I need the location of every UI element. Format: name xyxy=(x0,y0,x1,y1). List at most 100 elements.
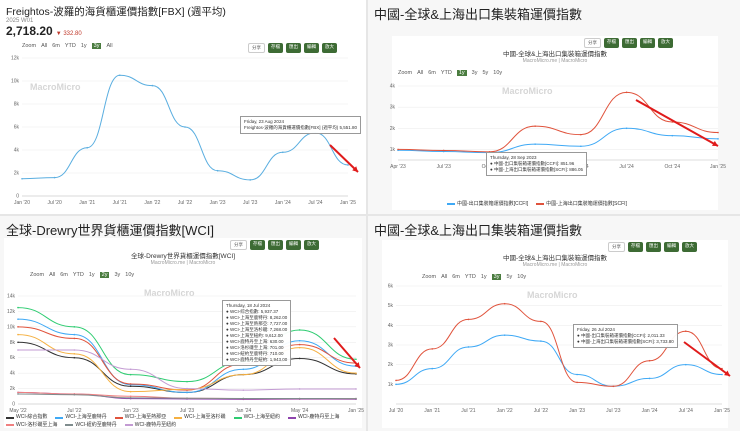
zoom-option[interactable]: 6m xyxy=(452,274,460,280)
legend-item[interactable]: 中國-上海出口集裝箱運價指數[SCFI] xyxy=(536,200,627,207)
legend-swatch xyxy=(233,416,242,419)
x-tick-label: Jul '22 xyxy=(178,200,193,206)
zoom-option[interactable]: 5y xyxy=(482,70,489,76)
data-point xyxy=(17,326,19,328)
value-number: 2,718.20 xyxy=(6,24,53,38)
zoom-option[interactable]: 3y xyxy=(114,272,121,278)
legend-item[interactable]: WCI-上海至熱那亞 xyxy=(114,414,166,421)
data-point xyxy=(73,393,76,396)
share-button[interactable]: 分享 xyxy=(584,38,601,48)
y-tick-label: 10k xyxy=(7,324,16,330)
x-tick-label: Jul '24 xyxy=(619,164,634,170)
zoom-option[interactable]: 3y xyxy=(491,274,502,280)
data-point xyxy=(129,385,132,388)
export-button[interactable]: 匯出 xyxy=(622,38,637,48)
ccfi-scfi-panel-1: 中國-全球&上海出口集裝箱運價指數 中國-全球&上海出口集裝箱運價指數 Macr… xyxy=(368,0,740,214)
y-tick-label: 4k xyxy=(10,371,16,377)
data-point xyxy=(129,383,132,385)
zoom-option[interactable]: YTD xyxy=(464,274,476,280)
series-line xyxy=(17,334,357,393)
data-point xyxy=(129,368,132,371)
x-tick-label: Jan '22 xyxy=(144,200,160,206)
save-button[interactable]: 存檔 xyxy=(250,240,265,250)
data-point xyxy=(717,138,719,140)
chart-title: 中國-全球&上海出口集裝箱運價指數 xyxy=(503,255,607,262)
data-point xyxy=(625,91,628,94)
zoom-option[interactable]: YTD xyxy=(72,272,84,278)
export-button[interactable]: 匯出 xyxy=(268,240,283,250)
zoom-option[interactable]: 5y xyxy=(506,274,513,280)
x-tick-label: Jul '23 xyxy=(180,408,195,414)
data-point xyxy=(73,337,76,340)
share-button[interactable]: 分享 xyxy=(248,43,265,53)
fbx-chart: 0 2k 4k 6k 8k 10k 12k Jan '20 Jul '20 Jan '21 Jul … xyxy=(11,56,359,206)
legend-label: WCI-紐約至鹿特丹 xyxy=(75,421,117,428)
data-point xyxy=(298,346,301,349)
edit-button[interactable]: 編輯 xyxy=(304,43,319,53)
edit-button[interactable]: 編輯 xyxy=(664,242,679,252)
x-tick-label: Oct '24 xyxy=(664,164,680,170)
enlarge-button[interactable]: 放大 xyxy=(682,242,697,252)
zoom-option[interactable]: 1y xyxy=(480,274,487,280)
tooltip-date: Thursday, 18 Jul 2024 xyxy=(226,303,271,308)
data-point xyxy=(21,177,23,180)
zoom-option[interactable]: 10y xyxy=(125,272,135,278)
chart-tooltip: Thursday, 28 Sep 2023 ● 中國-出口集裝箱運價指數[CCFI… xyxy=(486,152,587,176)
zoom-label: Zoom xyxy=(30,272,45,278)
zoom-option[interactable]: 1y xyxy=(80,43,87,49)
legend-item[interactable]: WCI-鹿特丹至紐約 xyxy=(124,422,176,429)
legend-item[interactable]: WCI-綜合指數 xyxy=(6,414,47,421)
legend-item[interactable]: WCI-上海至鹿特丹 xyxy=(55,414,107,421)
x-tick-label: Jan '24 xyxy=(235,408,251,414)
legend-item[interactable]: WCI-上海至洛杉磯 xyxy=(174,414,226,421)
enlarge-button[interactable]: 放大 xyxy=(658,38,673,48)
zoom-option[interactable]: 2y xyxy=(99,272,110,278)
share-button[interactable]: 分享 xyxy=(230,240,247,250)
zoom-option[interactable]: All xyxy=(49,272,56,278)
zoom-option[interactable]: All xyxy=(441,274,448,280)
legend-item[interactable]: WCI-洛杉磯至上海 xyxy=(6,422,57,429)
zoom-option[interactable]: 6m xyxy=(428,70,436,76)
edit-button[interactable]: 編輯 xyxy=(640,38,655,48)
zoom-option[interactable]: All xyxy=(417,70,424,76)
zoom-option[interactable]: 6m xyxy=(52,43,60,49)
zoom-option[interactable]: 1y xyxy=(456,70,467,76)
data-point xyxy=(73,349,76,351)
x-tick-label: Jul '22 xyxy=(534,408,549,414)
legend-item[interactable]: WCI-上海至紐約 xyxy=(233,414,280,421)
zoom-option[interactable]: 10y xyxy=(493,70,503,76)
x-tick-label: May '22 xyxy=(9,408,27,414)
enlarge-button[interactable]: 放大 xyxy=(304,240,319,250)
export-button[interactable]: 匯出 xyxy=(646,242,661,252)
legend-item[interactable]: WCI-鹿特丹至上海 xyxy=(287,414,339,421)
x-tick-label: Jan '21 xyxy=(79,200,95,206)
zoom-label: Zoom xyxy=(398,70,413,76)
legend-swatch xyxy=(6,424,14,426)
legend-item[interactable]: WCI-紐約至鹿特丹 xyxy=(65,421,117,429)
x-tick-label: Jan '25 xyxy=(340,200,356,206)
save-button[interactable]: 存檔 xyxy=(268,43,283,53)
share-button[interactable]: 分享 xyxy=(608,242,625,252)
zoom-option[interactable]: 6m xyxy=(60,272,68,278)
y-tick-label: 6k xyxy=(14,125,20,131)
save-button[interactable]: 存檔 xyxy=(628,242,643,252)
edit-button[interactable]: 編輯 xyxy=(286,240,301,250)
data-point xyxy=(540,320,542,323)
zoom-option[interactable]: 1y xyxy=(88,272,95,278)
data-point xyxy=(17,341,19,344)
zoom-option[interactable]: YTD xyxy=(64,43,76,49)
zoom-option[interactable]: All xyxy=(106,43,113,49)
zoom-option[interactable]: 3y xyxy=(471,70,478,76)
export-button[interactable]: 匯出 xyxy=(286,43,301,53)
enlarge-button[interactable]: 放大 xyxy=(322,43,337,53)
y-tick-label: 6k xyxy=(388,284,394,290)
y-tick-label: 2k xyxy=(388,362,394,368)
zoom-option[interactable]: YTD xyxy=(440,70,452,76)
legend-item[interactable]: 中國-出口集裝箱運價指數[CCFI] xyxy=(447,200,528,207)
zoom-option[interactable]: 10y xyxy=(517,274,527,280)
zoom-option[interactable]: 3y xyxy=(91,43,102,49)
chart-source: MacroMicro.me | MacroMicro xyxy=(522,58,588,64)
save-button[interactable]: 存檔 xyxy=(604,38,619,48)
zoom-option[interactable]: All xyxy=(41,43,48,49)
trend-arrow xyxy=(333,337,361,369)
